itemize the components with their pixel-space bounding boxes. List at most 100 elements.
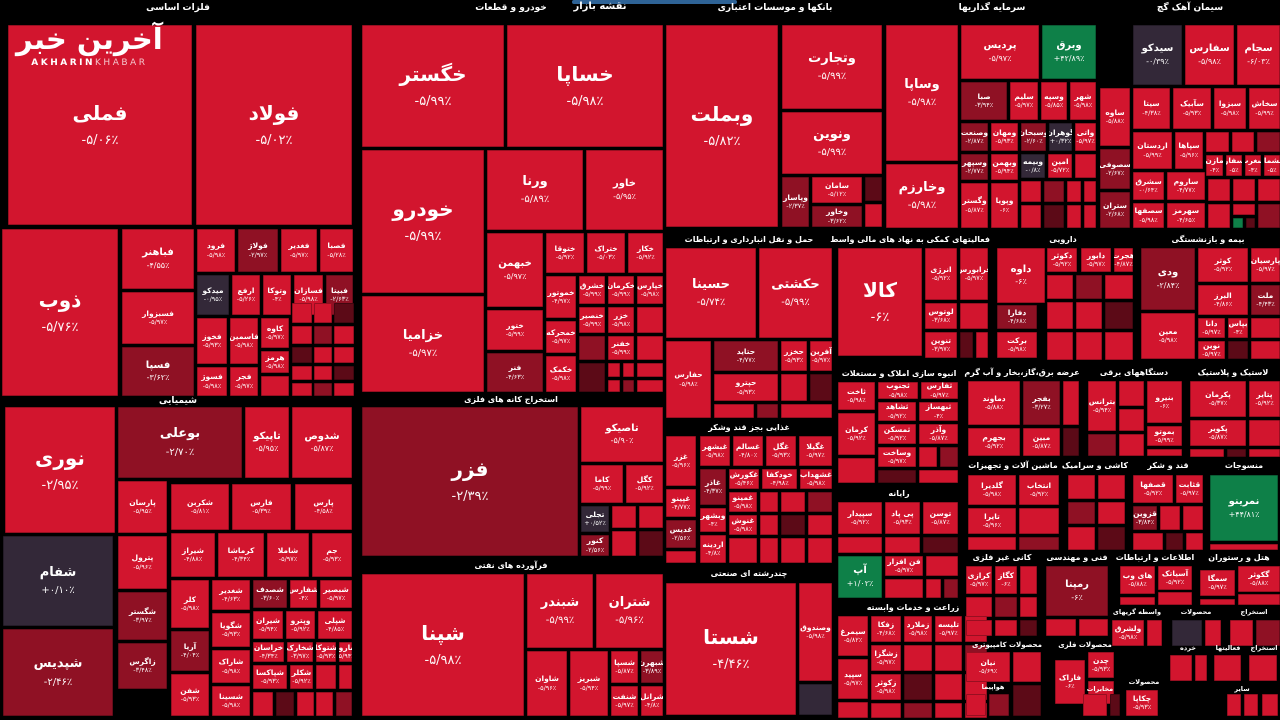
tile-unlabeled[interactable] — [253, 692, 273, 716]
tile-unlabeled[interactable] — [919, 470, 958, 483]
tile-unlabeled[interactable] — [1190, 449, 1224, 457]
tile-unlabeled[interactable] — [838, 702, 868, 718]
tile-unlabeled[interactable] — [1083, 694, 1107, 716]
tile-گلدیرا[interactable]: گلدیرا -۵/۹۸٪ — [968, 475, 1016, 505]
tile-شگستر[interactable]: شگستر -۳/۹۷٪ — [118, 592, 167, 640]
tile-لوتوس[interactable]: لوتوس -۳/۶۸٪ — [925, 303, 957, 329]
tile-unlabeled[interactable] — [1021, 205, 1041, 228]
tile-اردینه[interactable]: اردینه -۴/۸٪ — [700, 535, 726, 563]
tile-شاراک[interactable]: شاراک -۵/۹۸٪ — [212, 650, 250, 683]
tile-سمگا[interactable]: سمگا -۵/۹۷٪ — [1200, 570, 1235, 596]
tile-غگل[interactable]: غگل -۵/۹۳٪ — [766, 436, 796, 466]
tile-unlabeled[interactable] — [1251, 341, 1280, 359]
tile-unlabeled[interactable] — [1166, 533, 1183, 550]
tile-ثفارس[interactable]: ثفارس -۵/۹۷٪ — [921, 382, 958, 399]
tile-غشهداب[interactable]: غشهداب -۵/۹۸٪ — [800, 469, 832, 489]
tile-خپارس[interactable]: خپارس -۵/۹۸٪ — [637, 276, 663, 304]
tile-شسینا[interactable]: شسینا -۵/۹۸٪ — [212, 686, 250, 716]
tile-unlabeled[interactable] — [989, 694, 1009, 716]
tile-کوثر[interactable]: کوثر -۵/۹۲٪ — [1198, 248, 1248, 282]
tile-unlabeled[interactable] — [781, 515, 805, 535]
tile-تایرا[interactable]: تایرا -۵/۹۶٪ — [968, 508, 1016, 534]
tile-خگستر[interactable]: خگستر -۵/۹۹٪ — [362, 25, 504, 147]
tile-unlabeled[interactable] — [919, 447, 937, 467]
tile-کالا[interactable]: کالا -۶٪ — [838, 248, 922, 356]
tile-unlabeled[interactable] — [1258, 204, 1280, 228]
tile-unlabeled[interactable] — [1195, 655, 1207, 681]
tile-unlabeled[interactable] — [966, 694, 986, 716]
tile-شیران[interactable]: شیران -۵/۹۴٪ — [253, 611, 283, 639]
tile-سیدکو[interactable]: سیدکو -۰/۳۹٪ — [1133, 25, 1182, 85]
tile-unlabeled[interactable] — [1227, 694, 1241, 716]
tile-پکرمان[interactable]: پکرمان -۵/۳۷٪ — [1190, 381, 1246, 417]
tile-وبهمن[interactable]: وبهمن -۵/۹۴٪ — [991, 154, 1018, 180]
tile-وصنعت[interactable]: وصنعت -۲/۸۷٪ — [961, 123, 988, 151]
tile-فولاژ[interactable]: فولاژ -۲/۹۷٪ — [238, 229, 278, 272]
tile-قصفها[interactable]: قصفها -۵/۹۲٪ — [1133, 475, 1173, 503]
tile-unlabeled[interactable] — [1088, 434, 1116, 456]
tile-شنفت[interactable]: شنفت -۵/۹۷٪ — [611, 686, 638, 716]
tile-unlabeled[interactable] — [1020, 566, 1037, 594]
tile-unlabeled[interactable] — [292, 326, 312, 344]
tile-unlabeled[interactable] — [1258, 179, 1280, 201]
tile-unlabeled[interactable] — [1230, 620, 1253, 646]
tile-تاپیکو[interactable]: تاپیکو -۵/۹۵٪ — [245, 407, 289, 478]
tile-unlabeled[interactable] — [1147, 449, 1182, 456]
tile-کرماشا[interactable]: کرماشا -۴/۳۴٪ — [218, 533, 264, 577]
tile-unlabeled[interactable] — [781, 492, 805, 512]
tile-unlabeled[interactable] — [714, 404, 754, 418]
tile-فرابورس[interactable]: فرابورس-۵/۹۷٪ — [960, 248, 988, 300]
tile-خبهمن[interactable]: خبهمن -۵/۹۷٪ — [487, 233, 543, 307]
tile-unlabeled[interactable] — [1044, 205, 1064, 228]
tile-سشمال[interactable]: سشمال-۵٪ — [1264, 155, 1280, 176]
tile-خمحرکه[interactable]: خمحرکه -۵/۹۷٪ — [546, 321, 576, 353]
tile-ثشاهد[interactable]: ثشاهد -۵/۹۲٪ — [878, 402, 916, 421]
tile-آپ[interactable]: آپ +۱/۰۲٪ — [838, 556, 882, 598]
tile-شغدیر[interactable]: شغدیر -۴/۶۳٪ — [212, 580, 250, 610]
tile-شبندر[interactable]: شبندر -۵/۹۹٪ — [527, 574, 593, 648]
tile-unlabeled[interactable] — [865, 204, 882, 227]
tile-خفنر[interactable]: خفنر -۵/۹۹٪ — [608, 336, 634, 360]
tile-اردستان[interactable]: اردستان -۵/۹۹٪ — [1133, 132, 1172, 169]
tile-خاور[interactable]: خاور -۵/۹۵٪ — [586, 150, 663, 230]
tile-سلیم[interactable]: سلیم -۵/۹۷٪ — [1010, 82, 1038, 120]
tile-شبهرن[interactable]: شبهرن-۳/۸۹٪ — [641, 651, 663, 683]
tile-unlabeled[interactable] — [944, 579, 958, 598]
tile-کلر[interactable]: کلر -۵/۹۸٪ — [171, 580, 209, 628]
tile-خودرو[interactable]: خودرو -۵/۹۹٪ — [362, 150, 484, 293]
tile-آفرین[interactable]: آفرین -۵/۹۷٪ — [810, 341, 832, 371]
tile-unlabeled[interactable] — [935, 674, 962, 700]
tile-بترانس[interactable]: بترانس -۵/۹۴٪ — [1088, 381, 1116, 431]
tile-غمینو[interactable]: غمینو -۵/۹۸٪ — [729, 492, 757, 512]
tile-unlabeled[interactable] — [1183, 506, 1203, 530]
tile-unlabeled[interactable] — [334, 383, 354, 396]
tile-unlabeled[interactable] — [1262, 694, 1278, 716]
tile-سپید[interactable]: سپید -۵/۹۷٪ — [838, 659, 868, 699]
tile-unlabeled[interactable] — [316, 665, 336, 689]
tile-unlabeled[interactable] — [760, 538, 778, 563]
tile-فاسمین[interactable]: فاسمین -۵/۹۸٪ — [230, 318, 258, 364]
tile-ثمسکن[interactable]: ثمسکن -۵/۹۲٪ — [878, 424, 916, 444]
tile-unlabeled[interactable] — [995, 597, 1017, 617]
tile-بوعلی[interactable]: بوعلی -۲/۷۰٪ — [118, 407, 242, 478]
tile-unlabeled[interactable] — [1063, 381, 1079, 425]
tile-پترول[interactable]: پترول -۵/۹۶٪ — [118, 536, 167, 589]
tile-غکورش[interactable]: غکورش -۵/۴۶٪ — [729, 469, 759, 489]
tile-unlabeled[interactable] — [1110, 694, 1120, 716]
tile-unlabeled[interactable] — [1068, 475, 1095, 499]
tile-unlabeled[interactable] — [1228, 341, 1248, 359]
tile-وبیمه[interactable]: وبیمه -۰/۸٪ — [1021, 154, 1045, 178]
tile-شیراز[interactable]: شیراز -۴/۸۸٪ — [171, 533, 215, 577]
tile-unlabeled[interactable] — [334, 326, 354, 344]
tile-انرژی[interactable]: انرژی -۵/۹۲٪ — [925, 248, 957, 300]
tile-unlabeled[interactable] — [623, 380, 634, 392]
tile-آسیاتک[interactable]: آسیاتک -۵/۹۲٪ — [1158, 566, 1192, 590]
tile-وخاور[interactable]: وخاور -۳/۶۲٪ — [812, 206, 862, 227]
tile-unlabeled[interactable] — [935, 645, 962, 671]
tile-unlabeled[interactable] — [1047, 332, 1073, 360]
tile-وساپا[interactable]: وساپا -۵/۹۸٪ — [886, 25, 958, 161]
tile-unlabeled[interactable] — [276, 692, 294, 716]
tile-unlabeled[interactable] — [781, 404, 832, 418]
tile-فسبزوار[interactable]: فسبزوار -۵/۹۷٪ — [122, 292, 194, 344]
tile-خموتور[interactable]: خموتور -۴/۹۷٪ — [546, 276, 576, 318]
